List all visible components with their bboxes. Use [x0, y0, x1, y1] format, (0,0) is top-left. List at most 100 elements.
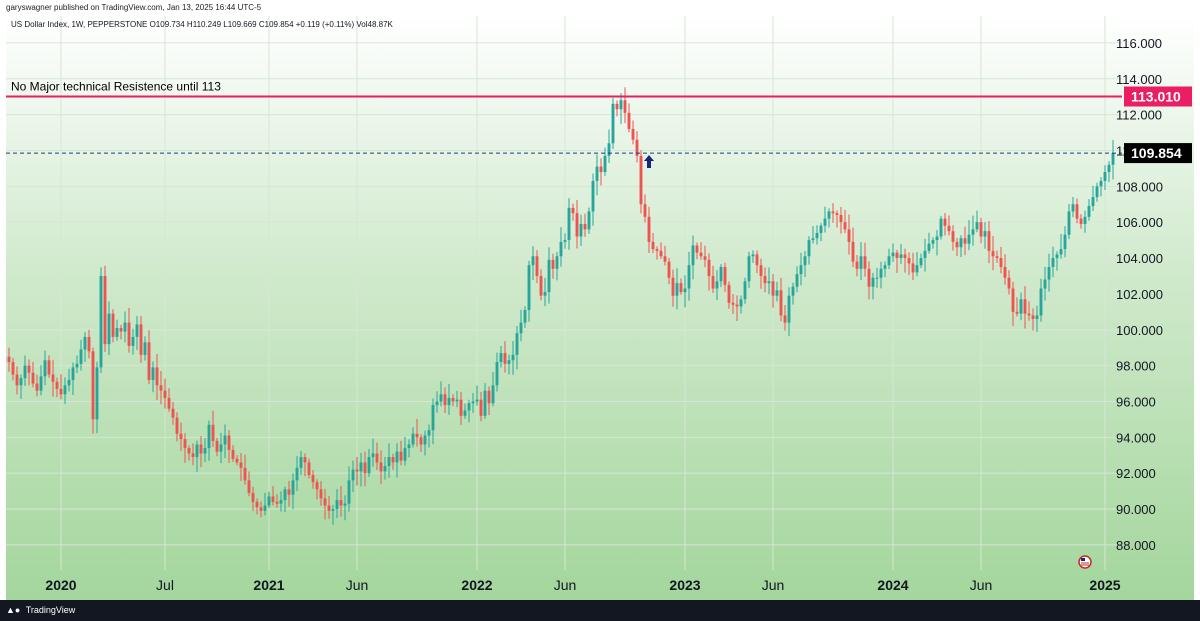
candle-body — [451, 397, 455, 402]
candle-body — [247, 480, 251, 493]
candle-body — [607, 143, 611, 156]
candle — [555, 251, 559, 281]
candle — [1111, 139, 1115, 180]
grid-lines — [6, 16, 1122, 570]
candle-body — [171, 408, 175, 418]
chart-area[interactable]: No Major technical Resistence until 113 … — [6, 16, 1194, 600]
candle — [463, 403, 467, 419]
candle-body — [575, 213, 579, 237]
x-tick-label: Jun — [970, 577, 993, 593]
candle-body — [123, 322, 127, 332]
candle — [1079, 214, 1083, 229]
candle — [955, 238, 959, 257]
candle — [431, 398, 435, 445]
candle-body — [435, 401, 439, 406]
candle — [767, 267, 771, 295]
candle-body — [507, 360, 511, 364]
x-tick-label: Jun — [762, 577, 785, 593]
candle — [1055, 251, 1059, 271]
candle — [519, 309, 523, 342]
candle — [831, 203, 835, 223]
candle-body — [419, 437, 423, 445]
y-axis[interactable]: 116.000114.000112.000110.000108.000106.0… — [1116, 36, 1163, 553]
candle-body — [779, 290, 783, 316]
candle-body — [775, 290, 779, 296]
candle-body — [763, 275, 767, 284]
candle — [859, 242, 863, 281]
candle-body — [291, 480, 295, 495]
y-tick-label: 94.000 — [1116, 430, 1156, 445]
candle-body — [51, 374, 55, 382]
candle-body — [1091, 197, 1095, 207]
candle-body — [143, 342, 147, 355]
candle — [823, 206, 827, 233]
resistance-annotation: No Major technical Resistence until 113 — [11, 80, 221, 94]
candle — [315, 479, 319, 500]
candle — [31, 361, 35, 388]
candlestick-chart[interactable]: No Major technical Resistence until 113 … — [6, 16, 1194, 600]
candle-body — [71, 367, 75, 380]
candle-body — [127, 322, 131, 346]
candle — [263, 492, 267, 516]
candle — [515, 325, 519, 370]
candle-body — [199, 444, 203, 454]
candle — [23, 355, 27, 387]
candle-body — [751, 254, 755, 257]
candle-body — [563, 240, 567, 242]
candle-body — [827, 211, 831, 219]
candle-body — [147, 342, 151, 380]
candle-body — [1059, 249, 1063, 255]
candle — [771, 274, 775, 308]
candle — [503, 341, 507, 373]
candle-body — [211, 424, 215, 441]
candle-body — [375, 453, 379, 463]
candle — [283, 486, 287, 513]
candle-body — [167, 397, 171, 409]
candle — [887, 248, 891, 270]
x-axis[interactable]: 2020 Jul 2021 Jun 2022 Jun 2023 Jun 2024 Jun 2025 — [45, 577, 1120, 593]
candle — [1071, 197, 1075, 218]
candle — [215, 437, 219, 457]
candle — [855, 255, 859, 277]
candle — [967, 220, 971, 251]
candle-body — [371, 453, 375, 458]
candle-body — [223, 435, 227, 445]
candle — [523, 306, 527, 328]
candle — [975, 210, 979, 233]
candle — [587, 207, 591, 234]
candle-body — [999, 258, 1003, 268]
candle-body — [11, 362, 15, 375]
candle-body — [839, 215, 843, 223]
candle — [99, 267, 103, 374]
candle — [395, 443, 399, 478]
candle — [1019, 292, 1023, 321]
x-tick-label: 2022 — [461, 577, 492, 593]
candle — [575, 200, 579, 249]
candle — [947, 215, 951, 236]
candle — [683, 275, 687, 308]
candle-body — [655, 249, 659, 251]
candle-body — [971, 229, 975, 235]
candle-body — [847, 229, 851, 242]
candle-body — [631, 128, 635, 140]
candle — [591, 173, 595, 226]
candle-body — [799, 265, 803, 275]
candle — [819, 223, 823, 242]
candle-body — [479, 399, 483, 416]
candle-body — [555, 256, 559, 269]
candle — [935, 230, 939, 256]
us-flag-icon[interactable] — [1078, 555, 1092, 569]
candle — [571, 203, 575, 221]
candle — [759, 258, 763, 289]
candle — [991, 236, 995, 271]
candle — [163, 378, 167, 409]
candle-body — [79, 349, 83, 364]
candle-body — [995, 256, 999, 259]
candle-body — [787, 295, 791, 323]
candle — [607, 129, 611, 163]
candle-body — [367, 457, 371, 474]
candle — [867, 261, 871, 300]
candle-body — [195, 444, 199, 458]
candle — [207, 420, 211, 461]
candle-body — [431, 405, 435, 431]
